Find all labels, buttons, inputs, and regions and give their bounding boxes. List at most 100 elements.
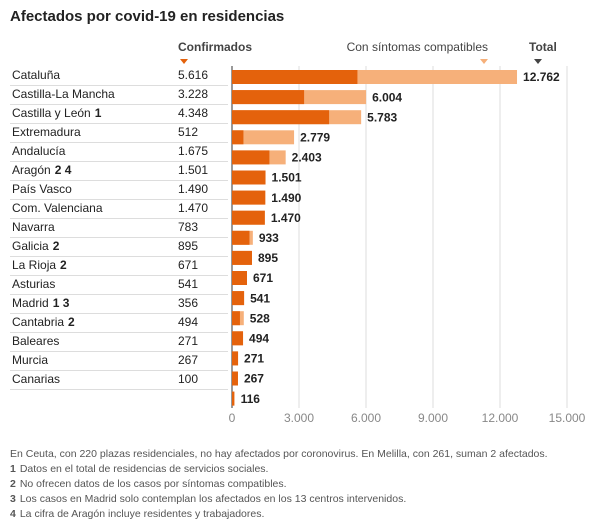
category-name: Murcia <box>12 353 48 367</box>
category-label: Madrid 1 3 <box>12 296 70 310</box>
confirmed-bar <box>232 130 244 145</box>
category-name: Madrid <box>12 296 49 310</box>
x-tick-label: 6.000 <box>351 411 381 425</box>
total-label: 671 <box>253 271 273 285</box>
total-label: 1.490 <box>271 191 301 205</box>
legend-marker <box>480 59 488 64</box>
x-tick-label: 3.000 <box>284 411 314 425</box>
category-label: Galicia 2 <box>12 239 60 253</box>
note-text: Los casos en Madrid solo contemplan los … <box>20 493 406 505</box>
total-label: 1.501 <box>272 171 302 185</box>
note-text: La cifra de Aragón incluye residentes y … <box>20 508 265 520</box>
category-name: La Rioja <box>12 258 56 272</box>
category-note: 2 <box>53 239 60 253</box>
category-label: Cantabria 2 <box>12 315 75 329</box>
category-name: Cantabria <box>12 315 64 329</box>
confirmed-label: 783 <box>178 220 198 234</box>
legend-marker <box>534 59 542 64</box>
confirmed-bar <box>232 351 239 366</box>
category-name: Navarra <box>12 220 55 234</box>
total-label: 12.762 <box>523 70 560 84</box>
category-name: Andalucía <box>12 144 66 158</box>
category-name: País Vasco <box>12 182 72 196</box>
chart-title: Afectados por covid-19 en residencias <box>10 8 284 25</box>
total-label: 2.779 <box>300 130 330 144</box>
note: 4 La cifra de Aragón incluye residentes y… <box>10 508 264 520</box>
legend-marker <box>180 59 188 64</box>
confirmed-label: 3.228 <box>178 87 208 101</box>
total-label: 116 <box>241 392 261 406</box>
category-label: Andalucía <box>12 144 66 158</box>
category-name: Castilla y León <box>12 106 91 120</box>
x-tick-label: 15.000 <box>549 411 586 425</box>
note-marker: 1 <box>10 463 16 475</box>
category-note: 2 4 <box>55 163 72 177</box>
confirmed-label: 1.490 <box>178 182 208 196</box>
category-name: Com. Valenciana <box>12 201 103 215</box>
note: 3 Los casos en Madrid solo contemplan los… <box>10 493 406 505</box>
total-header: Total <box>529 40 557 54</box>
confirmed-label: 271 <box>178 334 198 348</box>
footnote: En Ceuta, con 220 plazas residenciales, … <box>10 448 548 460</box>
note: 1 Datos en el total de residencias de ser… <box>10 463 268 475</box>
total-label: 267 <box>244 372 264 386</box>
band-header: Con síntomas compatibles <box>347 40 488 54</box>
category-label: Com. Valenciana <box>12 201 103 215</box>
note-marker: 3 <box>10 493 16 505</box>
note-text: Datos en el total de residencias de serv… <box>20 463 269 475</box>
confirmed-bar <box>232 331 244 346</box>
confirmed-bar <box>232 110 330 125</box>
category-note: 2 <box>68 315 75 329</box>
confirmed-bar <box>232 391 235 406</box>
confirmed-label: 1.675 <box>178 144 208 158</box>
confirmed-label: 1.501 <box>178 163 208 177</box>
category-label: La Rioja 2 <box>12 258 67 272</box>
category-label: Navarra <box>12 220 55 234</box>
confirmed-bar <box>232 311 240 326</box>
confirmed-label: 356 <box>178 296 198 310</box>
total-label: 6.004 <box>372 90 402 104</box>
x-tick-label: 12.000 <box>482 411 519 425</box>
category-label: Castilla-La Mancha <box>12 87 115 101</box>
category-label: Castilla y León 1 <box>12 106 102 120</box>
confirmed-bar <box>232 250 252 265</box>
confirmed-bar <box>232 271 247 285</box>
category-label: Aragón 2 4 <box>12 163 72 177</box>
confirmed-bar <box>232 70 358 84</box>
note: 2 No ofrecen datos de los casos por sínto… <box>10 478 287 490</box>
confirmed-bar <box>232 190 266 205</box>
category-name: Aragón <box>12 163 51 177</box>
confirmed-header: Confirmados <box>178 40 252 54</box>
category-label: Cataluña <box>12 68 60 82</box>
confirmed-bar <box>232 150 270 165</box>
total-label: 2.403 <box>292 151 322 165</box>
confirmed-label: 4.348 <box>178 106 208 120</box>
confirmed-label: 5.616 <box>178 68 208 82</box>
note-text: No ofrecen datos de los casos por síntom… <box>20 478 287 490</box>
total-label: 541 <box>250 291 270 305</box>
total-label: 933 <box>259 231 279 245</box>
confirmed-label: 895 <box>178 239 198 253</box>
confirmed-bar <box>232 371 238 386</box>
confirmed-bar <box>232 90 305 105</box>
confirmed-label: 1.470 <box>178 201 208 215</box>
total-bar <box>232 130 295 145</box>
category-label: Extremadura <box>12 125 81 139</box>
confirmed-bar <box>232 210 265 225</box>
category-name: Castilla-La Mancha <box>12 87 115 101</box>
category-label: Asturias <box>12 277 55 291</box>
total-label: 1.470 <box>271 211 301 225</box>
confirmed-label: 494 <box>178 315 198 329</box>
category-note: 1 3 <box>53 296 70 310</box>
category-name: Asturias <box>12 277 55 291</box>
category-name: Cataluña <box>12 68 60 82</box>
total-label: 528 <box>250 311 270 325</box>
category-label: Canarias <box>12 372 60 386</box>
x-tick-label: 9.000 <box>418 411 448 425</box>
note-marker: 4 <box>10 508 16 520</box>
category-name: Baleares <box>12 334 59 348</box>
category-note: 2 <box>60 258 67 272</box>
confirmed-bar <box>232 230 250 245</box>
category-name: Extremadura <box>12 125 81 139</box>
